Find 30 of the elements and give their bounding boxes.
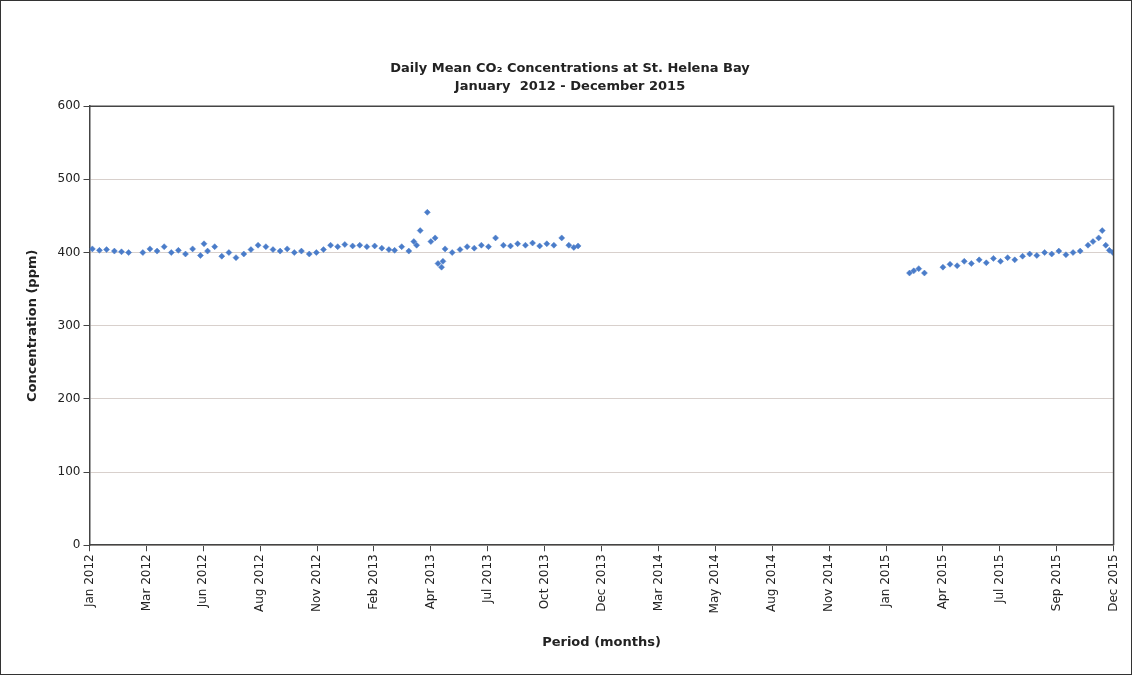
x-tick-label: Sep 2015 bbox=[1048, 554, 1063, 612]
x-tick-label: Mar 2014 bbox=[650, 554, 665, 612]
x-tick-label: May 2014 bbox=[707, 554, 722, 614]
x-axis-title: Period (months) bbox=[542, 633, 661, 649]
x-tick-label: Nov 2012 bbox=[309, 554, 324, 613]
y-tick-label: 600 bbox=[57, 98, 81, 113]
x-tick-label: Oct 2013 bbox=[536, 554, 551, 610]
x-tick-label: Apr 2015 bbox=[935, 554, 950, 610]
x-tick-label: Aug 2012 bbox=[252, 554, 267, 613]
y-axis-title: Concentration (ppm) bbox=[24, 249, 40, 402]
y-tick-label: 500 bbox=[57, 171, 81, 186]
x-tick-label: Jul 2015 bbox=[991, 554, 1006, 605]
x-tick-label: Apr 2013 bbox=[422, 554, 437, 610]
chart-subtitle: January 2012 - December 2015 bbox=[453, 77, 686, 93]
x-tick-label: Mar 2012 bbox=[138, 554, 153, 612]
x-tick-label: Jun 2012 bbox=[195, 554, 210, 609]
y-tick-label: 200 bbox=[57, 391, 81, 406]
x-tick-label: Dec 2015 bbox=[1105, 554, 1120, 612]
x-tick-label: Jan 2015 bbox=[878, 554, 893, 609]
x-tick-label: Dec 2013 bbox=[593, 554, 608, 612]
y-tick-label: 0 bbox=[72, 537, 81, 552]
x-tick-label: Feb 2013 bbox=[366, 554, 381, 610]
y-tick-label: 100 bbox=[57, 464, 81, 479]
x-tick-label: Jan 2012 bbox=[81, 554, 96, 609]
x-tick-label: Nov 2014 bbox=[821, 554, 836, 613]
y-tick-label: 400 bbox=[57, 244, 81, 259]
x-tick-label: Aug 2014 bbox=[764, 554, 779, 613]
chart-title: Daily Mean CO₂ Concentrations at St. Helena Bay bbox=[390, 60, 751, 76]
y-tick-label: 300 bbox=[57, 317, 81, 332]
x-tick-label: Jul 2013 bbox=[479, 554, 494, 605]
